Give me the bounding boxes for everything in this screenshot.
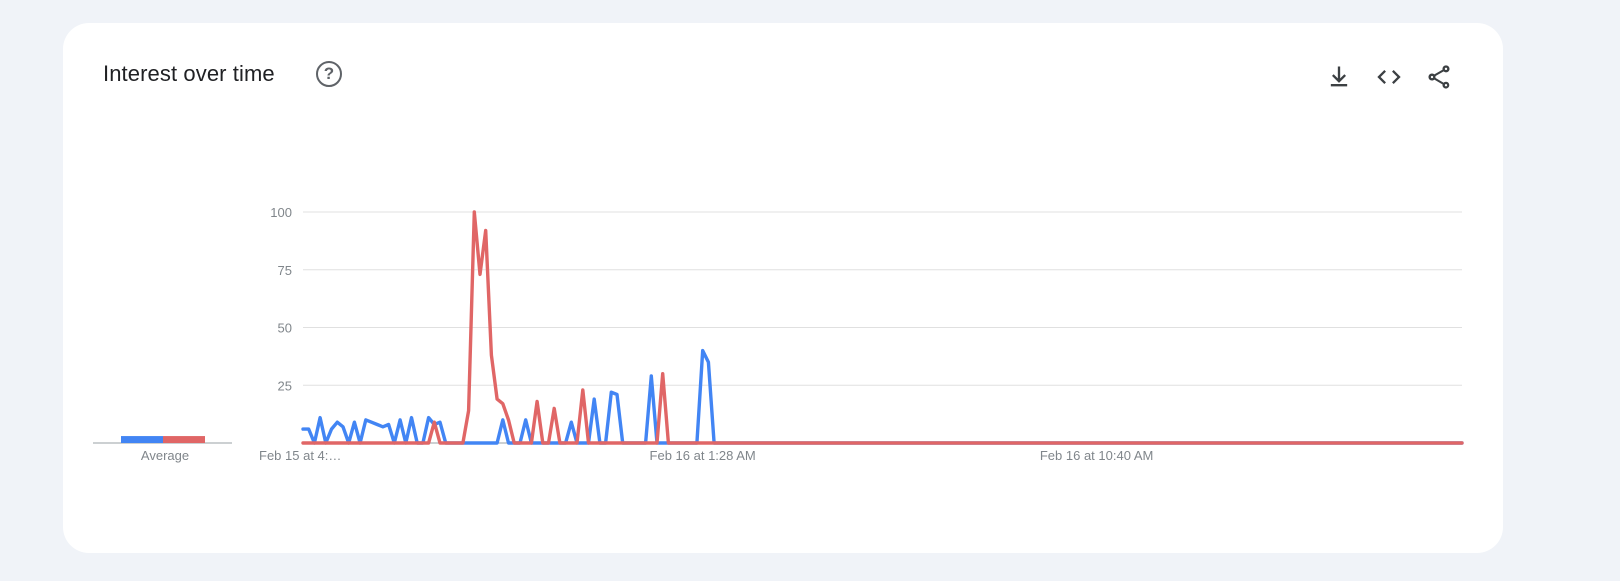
x-tick-label: Feb 16 at 1:28 AM xyxy=(650,448,756,463)
average-label: Average xyxy=(141,448,189,463)
series-line-2 xyxy=(301,210,1464,445)
average-bar xyxy=(121,436,163,443)
download-icon[interactable] xyxy=(1325,63,1353,91)
card-title: Interest over time xyxy=(103,61,275,86)
embed-code-icon[interactable] xyxy=(1375,63,1403,91)
y-tick-label: 75 xyxy=(278,263,292,278)
x-tick-label: Feb 15 at 4:… xyxy=(259,448,341,463)
y-tick-label: 25 xyxy=(278,378,292,393)
series-line-1 xyxy=(301,348,1464,445)
x-tick-label: Feb 16 at 10:40 AM xyxy=(1040,448,1153,463)
y-tick-label: 100 xyxy=(270,205,292,220)
average-bar xyxy=(163,436,205,443)
interest-over-time-card: Interest over time ? xyxy=(63,23,1503,553)
share-icon[interactable] xyxy=(1425,63,1453,91)
y-tick-label: 50 xyxy=(278,321,292,336)
help-circle-icon[interactable]: ? xyxy=(316,61,342,87)
